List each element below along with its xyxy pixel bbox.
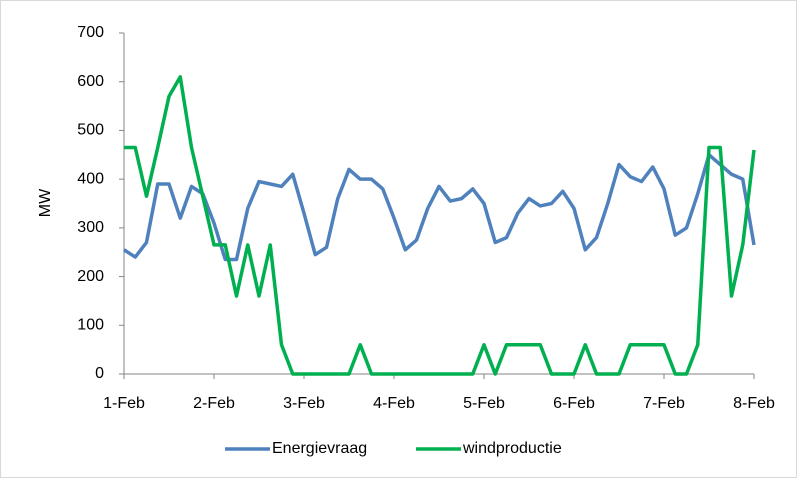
x-tick-label: 4-Feb — [373, 395, 415, 412]
y-axis-label: MW — [37, 188, 54, 217]
x-tick-label: 6-Feb — [553, 395, 595, 412]
y-tick-label: 200 — [77, 268, 104, 285]
y-tick-label: 400 — [77, 170, 104, 187]
series-line — [124, 75, 756, 376]
x-tick-label: 3-Feb — [283, 395, 325, 412]
legend-label: Energievraag — [272, 440, 367, 457]
y-tick-label: 700 — [77, 24, 104, 41]
x-tick-label: 8-Feb — [733, 395, 775, 412]
x-tick-label: 2-Feb — [193, 395, 235, 412]
legend-label: windproductie — [462, 440, 562, 457]
x-tick-label: 5-Feb — [463, 395, 505, 412]
x-tick-label: 7-Feb — [643, 395, 685, 412]
y-tick-label: 0 — [95, 365, 104, 382]
y-tick-label: 600 — [77, 73, 104, 90]
y-tick-label: 100 — [77, 317, 104, 334]
y-tick-label: 500 — [77, 122, 104, 139]
x-tick-label: 1-Feb — [103, 395, 145, 412]
y-tick-label: 300 — [77, 219, 104, 236]
